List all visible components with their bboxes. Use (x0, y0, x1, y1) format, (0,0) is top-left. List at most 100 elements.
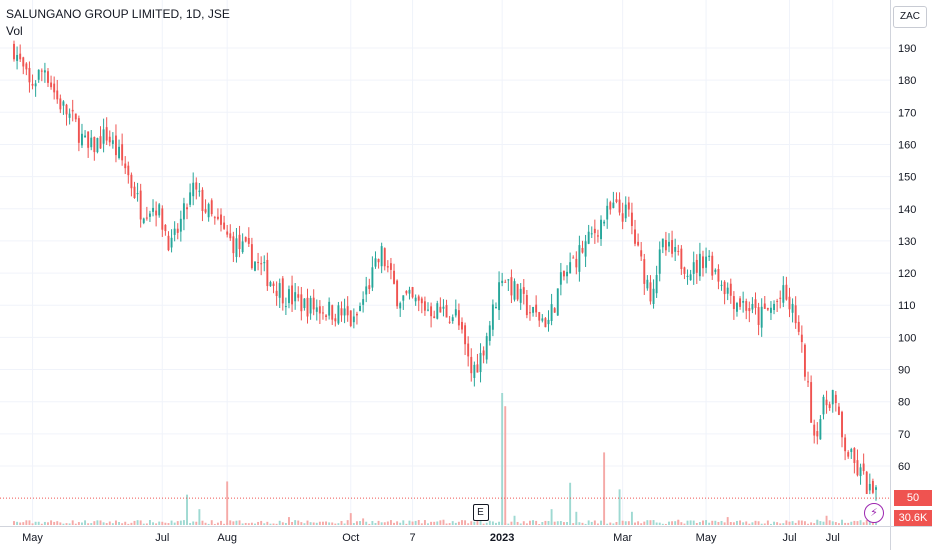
candle-body (572, 257, 575, 259)
volume-bar (485, 522, 488, 525)
volume-bar (745, 521, 748, 525)
volume-bar (374, 523, 377, 525)
volume-bar (856, 521, 859, 525)
volume-bar (624, 521, 627, 525)
volume-bar (698, 522, 701, 525)
candle-body (603, 221, 606, 224)
volume-bar (655, 522, 658, 525)
candle-body (525, 295, 528, 316)
volume-bar (535, 520, 538, 525)
volume-bar (399, 522, 402, 525)
volume-bar (269, 523, 272, 525)
volume-bar (96, 520, 99, 525)
volume-bar (559, 521, 562, 525)
candle-body (745, 301, 748, 311)
candle-body (550, 304, 553, 322)
candle-body (220, 214, 222, 225)
volume-bar (498, 521, 501, 525)
candle-body (37, 69, 40, 80)
candle-body (702, 256, 704, 269)
lightning-icon[interactable]: ⚡ (864, 503, 884, 523)
candle-body (677, 250, 680, 252)
candle-body (96, 138, 99, 153)
volume-bar (87, 523, 90, 525)
x-tick-label: May (22, 532, 43, 544)
volume-bar (19, 522, 22, 525)
volume-bar (71, 520, 74, 525)
candle-body (179, 218, 182, 232)
y-tick-label: 100 (898, 332, 916, 344)
candle-body (671, 240, 674, 254)
candle-body (198, 190, 201, 192)
candle-body (108, 136, 111, 143)
volume-bar (195, 521, 198, 525)
volume-bar (736, 520, 738, 525)
candle-body (383, 248, 386, 267)
candle-body (105, 127, 108, 141)
candle-body (439, 306, 442, 313)
candle-body (779, 297, 782, 299)
volume-legend[interactable]: Vol (6, 24, 23, 38)
volume-bar (680, 522, 683, 525)
volume-bar (689, 520, 692, 525)
candle-body (16, 54, 19, 61)
candle-body (414, 297, 417, 302)
volume-bar (383, 522, 386, 525)
candle-body (411, 287, 414, 298)
candle-body (448, 321, 451, 323)
volume-bar (862, 522, 865, 525)
candle-body (114, 135, 117, 156)
chart-title[interactable]: SALUNGANO GROUP LIMITED, 1D, JSE (6, 7, 230, 21)
currency-button[interactable]: ZAC (893, 6, 927, 28)
volume-bar (337, 523, 340, 525)
candle-body (464, 325, 467, 345)
candle-body (800, 334, 803, 343)
volume-bar (284, 523, 287, 525)
candle-body (442, 306, 445, 309)
volume-bar (525, 523, 528, 525)
candle-body (717, 269, 720, 282)
volume-bar (179, 520, 182, 525)
candle-body (148, 213, 151, 217)
volume-bar (776, 522, 779, 525)
candle-body (828, 404, 831, 408)
candle-body (81, 133, 83, 146)
candle-body (865, 471, 868, 494)
volume-bar (124, 521, 127, 525)
volume-bar (760, 523, 763, 525)
candle-body (164, 224, 167, 232)
candle-body (291, 285, 294, 305)
candle-body (686, 275, 689, 277)
candle-body (871, 480, 874, 493)
volume-spike (513, 515, 516, 525)
volume-bar (757, 521, 760, 525)
candle-body (640, 250, 643, 257)
candle-body (84, 135, 87, 138)
candle-body (837, 406, 840, 415)
candle-body (649, 282, 652, 302)
volume-bar (13, 521, 15, 525)
candle-body (47, 71, 49, 83)
candle-body (791, 303, 794, 313)
earnings-marker[interactable]: E (472, 504, 489, 521)
candle-body (340, 308, 343, 316)
candle-body (229, 233, 232, 239)
volume-bar (77, 522, 80, 525)
candle-body (127, 165, 130, 176)
volume-bar (785, 520, 788, 525)
candle-body (297, 294, 300, 298)
volume-bar (510, 521, 513, 525)
candle-body (844, 437, 847, 452)
candle-body (349, 310, 352, 327)
volume-bar (118, 522, 121, 525)
candle-body (810, 382, 813, 423)
candle-body (235, 238, 238, 257)
volume-bar (216, 522, 219, 525)
candle-body (661, 238, 664, 248)
candle-body (736, 303, 738, 312)
volume-bar (53, 521, 56, 525)
candle-body (831, 390, 834, 405)
candle-body (479, 352, 482, 373)
candle-body (698, 253, 701, 277)
